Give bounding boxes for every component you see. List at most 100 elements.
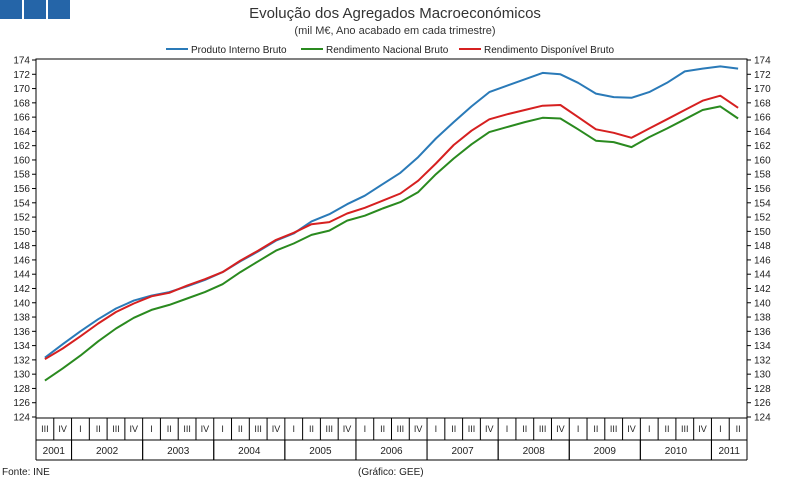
- quarter-label: I: [577, 424, 580, 434]
- y-tick-label-left: 146: [13, 255, 30, 266]
- year-label: 2001: [43, 446, 66, 457]
- y-tick-label-left: 144: [13, 270, 30, 281]
- year-label: 2011: [718, 446, 740, 457]
- quarter-label: I: [150, 424, 153, 434]
- y-tick-label-left: 156: [13, 184, 30, 195]
- y-tick-label-left: 142: [13, 284, 30, 295]
- y-tick-label-left: 152: [13, 213, 30, 224]
- quarter-label: I: [435, 424, 438, 434]
- y-tick-label-left: 128: [13, 384, 30, 395]
- quarter-label: III: [539, 424, 547, 434]
- logo-square-2: [24, 0, 46, 19]
- quarter-label: II: [522, 424, 527, 434]
- y-tick-label-right: 172: [754, 70, 771, 81]
- quarter-label: I: [292, 424, 295, 434]
- y-tick-label-right: 164: [754, 127, 771, 138]
- y-tick-label-right: 134: [754, 341, 771, 352]
- y-tick-label-left: 154: [13, 198, 30, 209]
- y-tick-label-left: 124: [13, 413, 30, 424]
- quarter-label: III: [254, 424, 262, 434]
- y-tick-label-left: 126: [13, 398, 30, 409]
- y-tick-label-right: 162: [754, 141, 771, 152]
- y-axis-right: 124 126 128 130 132 134 136 138 140 142 144 146 148 1…: [747, 56, 771, 424]
- y-tick-label-left: 174: [13, 56, 30, 67]
- legend-label-rnb: Rendimento Nacional Bruto: [326, 45, 449, 56]
- y-tick-label-right: 146: [754, 255, 771, 266]
- logo-square-1: [0, 0, 22, 19]
- quarter-label: II: [736, 424, 741, 434]
- y-tick-label-right: 168: [754, 98, 771, 109]
- y-tick-label-left: 138: [13, 313, 30, 324]
- y-tick-label-right: 126: [754, 398, 771, 409]
- quarter-label: II: [665, 424, 670, 434]
- quarter-label: IV: [698, 424, 707, 434]
- quarter-label: I: [221, 424, 224, 434]
- y-tick-label-left: 132: [13, 355, 30, 366]
- legend-label-rdb: Rendimento Disponível Bruto: [484, 45, 615, 56]
- quarter-label: IV: [627, 424, 636, 434]
- quarter-label: III: [681, 424, 689, 434]
- quarter-label: IV: [343, 424, 352, 434]
- quarter-label: IV: [130, 424, 139, 434]
- quarter-label: I: [364, 424, 367, 434]
- quarter-label: III: [610, 424, 618, 434]
- quarter-label: III: [183, 424, 191, 434]
- plot-area: [35, 58, 748, 419]
- y-tick-label-right: 152: [754, 213, 771, 224]
- quarter-label: II: [167, 424, 172, 434]
- y-tick-label-left: 134: [13, 341, 30, 352]
- quarter-label: III: [326, 424, 334, 434]
- series-lines: [44, 65, 739, 382]
- quarter-label: IV: [272, 424, 281, 434]
- y-tick-label-right: 160: [754, 155, 771, 166]
- y-tick-label-right: 148: [754, 241, 771, 252]
- series-line-rnb: [44, 105, 739, 382]
- legend-label-pib: Produto Interno Bruto: [191, 45, 287, 56]
- quarter-label: III: [112, 424, 120, 434]
- quarter-label: I: [506, 424, 509, 434]
- chart-credit: (Gráfico: GEE): [358, 467, 424, 478]
- y-tick-label-right: 124: [754, 413, 771, 424]
- y-tick-label-right: 140: [754, 298, 771, 309]
- y-tick-label-right: 174: [754, 56, 771, 67]
- y-tick-label-left: 150: [13, 227, 30, 238]
- y-tick-label-left: 160: [13, 155, 30, 166]
- y-tick-label-left: 166: [13, 113, 30, 124]
- quarter-label: II: [380, 424, 385, 434]
- series-line-rdb: [44, 94, 739, 361]
- chart-title: Evolução dos Agregados Macroeconómicos: [249, 5, 541, 22]
- year-label: 2010: [665, 446, 688, 457]
- year-label: 2005: [309, 446, 332, 457]
- y-axis-left: 124 126 128 130 132 134 136 138 140 142 144 146 148 1…: [13, 56, 36, 424]
- y-tick-label-left: 170: [13, 84, 30, 95]
- y-tick-label-left: 162: [13, 141, 30, 152]
- year-label: 2009: [594, 446, 617, 457]
- quarter-label: IV: [201, 424, 210, 434]
- quarter-label: I: [79, 424, 82, 434]
- source-note: Fonte: INE: [2, 467, 50, 478]
- y-tick-label-right: 128: [754, 384, 771, 395]
- quarter-label: II: [593, 424, 598, 434]
- y-tick-label-right: 156: [754, 184, 771, 195]
- quarter-label: II: [238, 424, 243, 434]
- series-line-pib: [44, 65, 739, 359]
- y-tick-label-right: 132: [754, 355, 771, 366]
- y-tick-label-right: 166: [754, 113, 771, 124]
- quarter-label: III: [397, 424, 405, 434]
- quarter-label: II: [451, 424, 456, 434]
- year-label: 2004: [238, 446, 261, 457]
- quarter-label: IV: [58, 424, 67, 434]
- year-label: 2007: [451, 446, 474, 457]
- logo-square-3: [48, 0, 70, 19]
- y-tick-label-right: 158: [754, 170, 771, 181]
- quarter-label: IV: [556, 424, 565, 434]
- y-tick-label-left: 158: [13, 170, 30, 181]
- y-tick-label-right: 150: [754, 227, 771, 238]
- y-tick-label-left: 164: [13, 127, 30, 138]
- quarter-label: III: [41, 424, 49, 434]
- year-label: 2003: [167, 446, 190, 457]
- y-tick-label-left: 140: [13, 298, 30, 309]
- y-tick-label-right: 142: [754, 284, 771, 295]
- chart-subtitle: (mil M€, Ano acabado em cada trimestre): [294, 25, 495, 37]
